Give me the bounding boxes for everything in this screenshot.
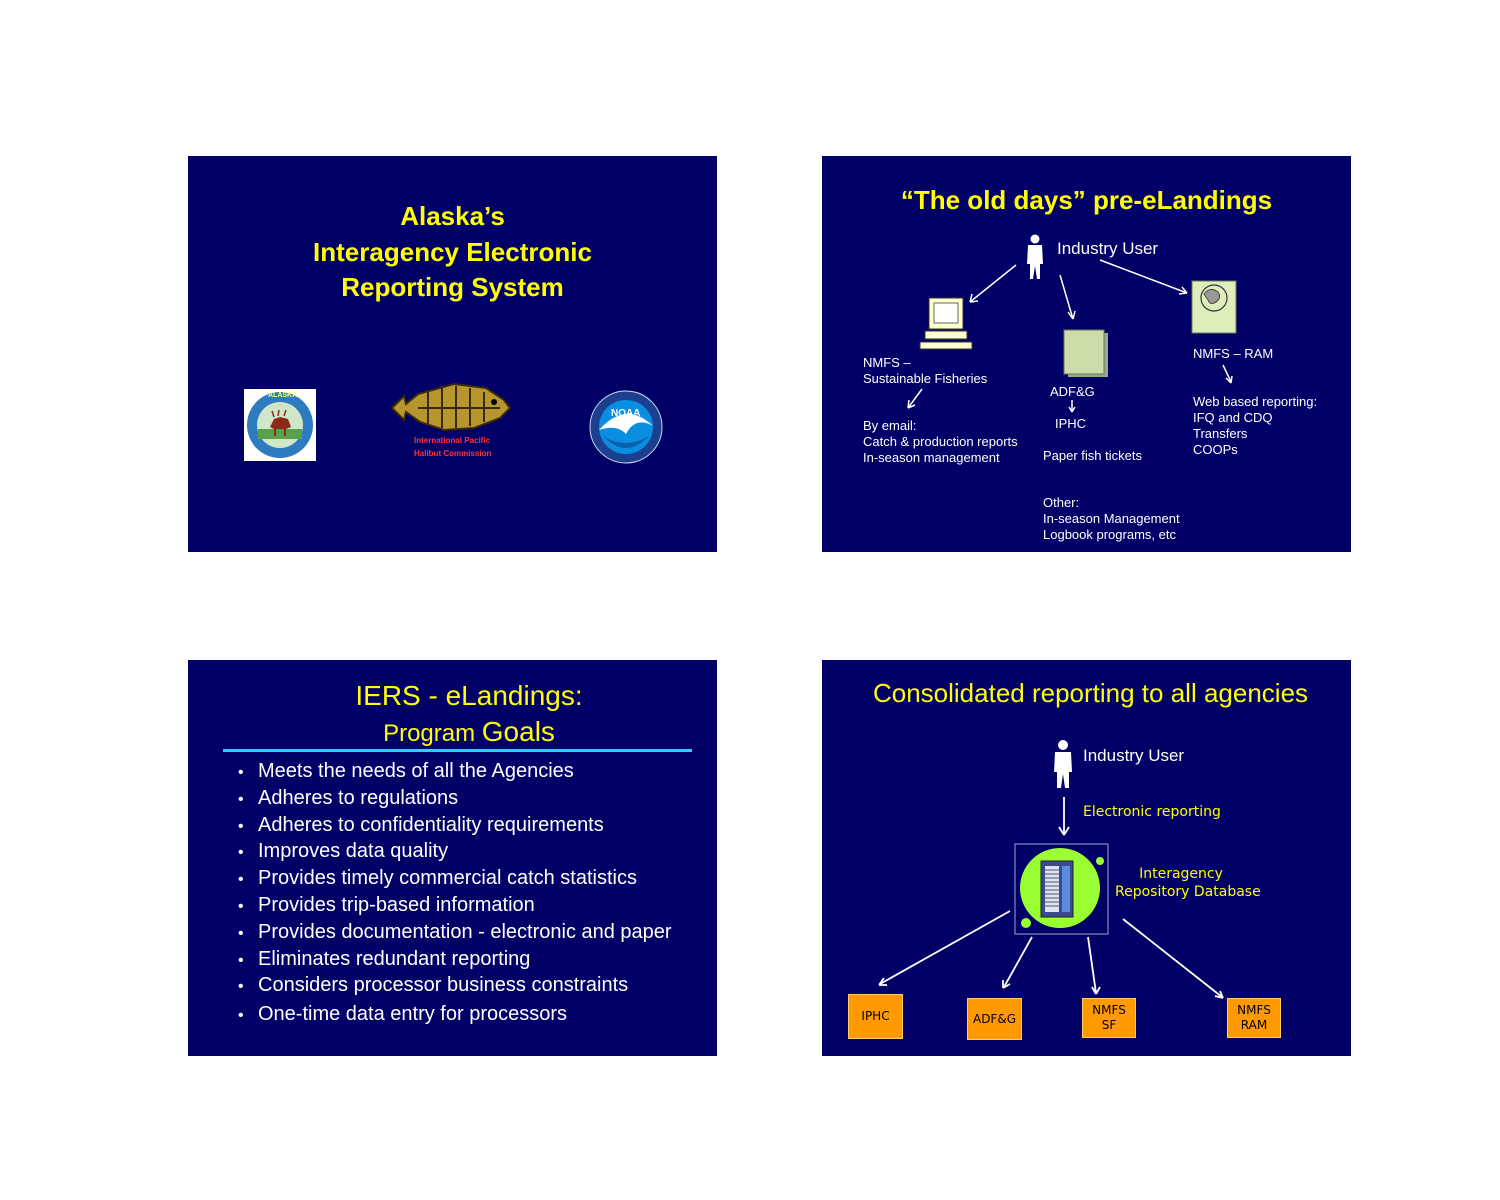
- slide-title-heading: Alaska’s Interagency Electronic Reportin…: [188, 199, 717, 306]
- database-server-icon: [1014, 843, 1109, 935]
- industry-user-label: Industry User: [1083, 746, 1185, 765]
- title-line-3: Reporting System: [341, 272, 564, 302]
- goals-title-goals: Goals: [481, 716, 555, 747]
- adfg-box-label: ADF&G: [972, 1011, 1016, 1026]
- title-underline-rule: [223, 749, 692, 752]
- goals-title-program: Program: [383, 720, 482, 747]
- adfg-agency-box: ADF&G: [967, 998, 1022, 1040]
- email-label-1: By email:: [863, 418, 917, 433]
- paper-fish-tickets-label: Paper fish tickets: [1043, 448, 1142, 463]
- iphc-box-label: IPHC: [861, 1009, 890, 1023]
- nmfs-sf-box-label-2: SF: [1101, 1018, 1117, 1032]
- other-label-3: Logbook programs, etc: [1043, 527, 1176, 542]
- slide-title: Alaska’s Interagency Electronic Reportin…: [188, 156, 717, 552]
- db-label-2: Repository Database: [1115, 884, 1261, 900]
- consolidated-arrows: [878, 797, 1224, 999]
- slide-old-days: “The old days” pre-eLandings: [822, 156, 1351, 552]
- electronic-reporting-label: Electronic reporting: [1083, 804, 1221, 820]
- nmfs-sf-label-1: NMFS –: [863, 355, 911, 370]
- paper-stack-icon: [1063, 329, 1108, 377]
- web-reporting-label-1: Web based reporting:: [1193, 394, 1318, 409]
- title-line-1: Alaska’s: [400, 201, 505, 231]
- goal-item: Provides timely commercial catch statist…: [238, 866, 672, 893]
- goal-item: Adheres to regulations: [238, 786, 672, 813]
- goal-item: Considers processor business constraints: [238, 973, 672, 1000]
- slide-program-goals: IERS - eLandings: Program Goals Meets th…: [188, 660, 717, 1056]
- email-label-2: Catch & production reports: [863, 434, 1018, 449]
- industry-user-label: Industry User: [1057, 239, 1159, 258]
- iphc-halibut-logo-icon: International Pacific Halibut Commission: [388, 378, 516, 464]
- nmfs-sf-label-2: Sustainable Fisheries: [863, 371, 988, 386]
- nmfs-ram-agency-box: NMFS RAM: [1227, 998, 1281, 1038]
- computer-icon: [919, 297, 973, 350]
- goals-bullet-list: Meets the needs of all the Agencies Adhe…: [238, 759, 672, 1029]
- old-days-arrows: [907, 259, 1233, 413]
- iphc-line-1: International Pacific: [414, 436, 491, 445]
- old-days-diagram: [907, 234, 1237, 413]
- noaa-logo-icon: NOAA: [589, 390, 663, 464]
- other-label-2: In-season Management: [1043, 511, 1180, 526]
- seal-ring-text: ALASKA: [268, 392, 298, 399]
- goals-title-line-1: IERS - eLandings:: [355, 680, 583, 711]
- web-reporting-label-2: IFQ and CDQ: [1193, 410, 1273, 425]
- slide-consolidated: Consolidated reporting to all agencies I…: [822, 660, 1351, 1056]
- goal-item: Improves data quality: [238, 839, 672, 866]
- nmfs-ram-label: NMFS – RAM: [1193, 346, 1274, 361]
- slide-old-days-title: “The old days” pre-eLandings: [900, 185, 1273, 215]
- goal-item: Meets the needs of all the Agencies: [238, 759, 672, 786]
- nmfs-ram-box-label-1: NMFS: [1237, 1003, 1271, 1017]
- goal-item: One-time data entry for processors: [238, 1002, 672, 1029]
- industry-user-person-icon: [1027, 234, 1043, 279]
- db-label-1: Interagency: [1139, 866, 1223, 882]
- goal-item: Eliminates redundant reporting: [238, 947, 672, 974]
- consolidated-title: Consolidated reporting to all agencies: [872, 678, 1309, 708]
- email-label-3: In-season management: [863, 450, 1000, 465]
- adfg-label: ADF&G: [1050, 384, 1095, 399]
- web-reporting-label-3: Transfers: [1193, 426, 1248, 441]
- title-line-2: Interagency Electronic: [313, 236, 592, 267]
- goals-title-line-2: Program Goals: [188, 716, 717, 748]
- noaa-text: NOAA: [611, 408, 641, 419]
- iphc-line-2: Halibut Commission: [414, 449, 492, 458]
- nmfs-ram-box-label-2: RAM: [1240, 1018, 1268, 1032]
- iphc-label: IPHC: [1055, 416, 1087, 431]
- alaska-dept-fish-game-seal-icon: ALASKA: [244, 389, 316, 461]
- other-label-1: Other:: [1043, 495, 1080, 510]
- nmfs-sf-box-label-1: NMFS: [1092, 1003, 1126, 1017]
- consolidated-diagram: [878, 740, 1224, 999]
- goal-item: Provides trip-based information: [238, 893, 672, 920]
- goal-item: Provides documentation - electronic and …: [238, 920, 672, 947]
- nmfs-sf-agency-box: NMFS SF: [1082, 998, 1136, 1038]
- industry-user-person-icon: [1054, 740, 1072, 788]
- globe-document-icon: [1191, 280, 1237, 334]
- web-reporting-label-4: COOPs: [1193, 442, 1238, 457]
- iphc-agency-box: IPHC: [848, 994, 903, 1039]
- goal-item: Adheres to confidentiality requirements: [238, 813, 672, 840]
